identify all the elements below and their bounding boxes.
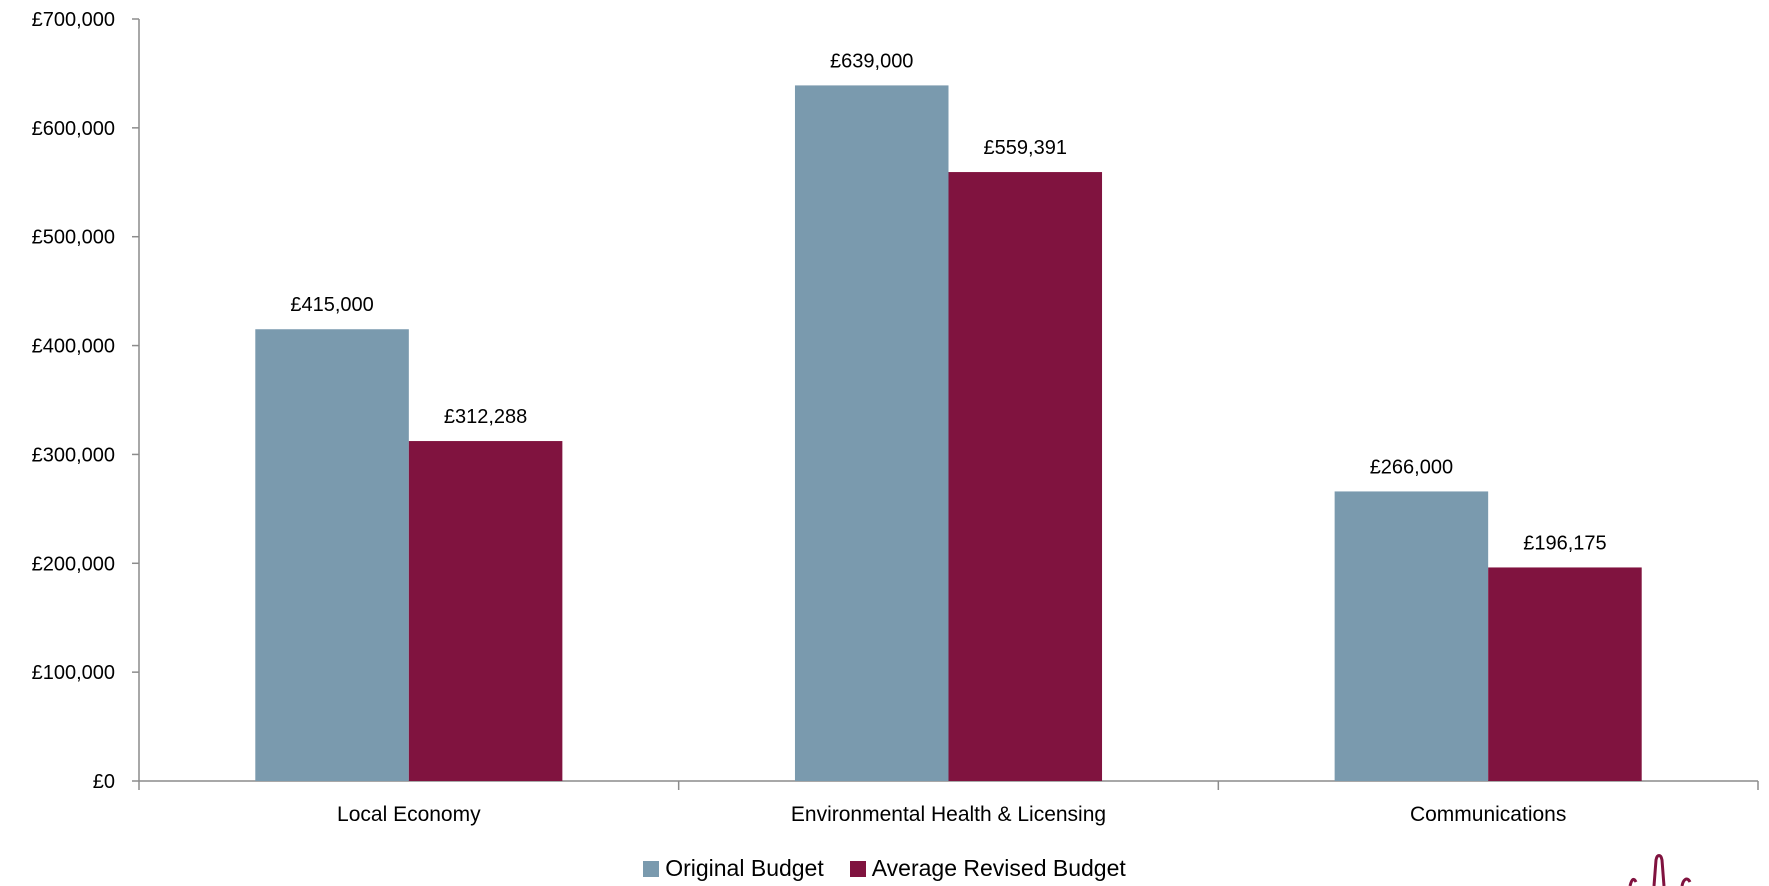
- y-tick-label: £0: [93, 771, 115, 793]
- legend-label-original-budget: Original Budget: [665, 855, 824, 881]
- x-tick-label: Environmental Health & Licensing: [791, 803, 1106, 826]
- data-label: £266,000: [1370, 456, 1453, 478]
- y-tick-label: £400,000: [32, 336, 115, 358]
- legend: Original Budget Average Revised Budget: [0, 855, 1769, 882]
- logo-icon: [1628, 854, 1692, 886]
- chart-bars: [255, 85, 1642, 782]
- data-label: £559,391: [984, 137, 1067, 159]
- x-tick-label: Communications: [1410, 803, 1566, 826]
- data-label: £639,000: [830, 50, 913, 72]
- bar: [794, 85, 949, 782]
- y-tick-label: £100,000: [32, 662, 115, 684]
- bar: [948, 172, 1103, 782]
- y-tick-label: £200,000: [32, 553, 115, 575]
- data-label: £415,000: [290, 294, 373, 316]
- data-label: £312,288: [444, 406, 527, 428]
- x-tick-label: Local Economy: [337, 803, 481, 826]
- y-tick-label: £600,000: [32, 118, 115, 140]
- y-tick-label: £300,000: [32, 444, 115, 466]
- bar: [1334, 491, 1489, 781]
- legend-item-average-revised-budget: Average Revised Budget: [849, 855, 1126, 882]
- legend-item-original-budget: Original Budget: [643, 855, 824, 882]
- legend-swatch-average-revised-budget: [849, 860, 866, 877]
- y-tick-label: £500,000: [32, 227, 115, 249]
- bar: [255, 329, 409, 781]
- legend-swatch-original-budget: [643, 860, 660, 877]
- y-tick-label: £700,000: [32, 9, 115, 31]
- bar: [1488, 567, 1642, 781]
- chart-labels: £415,000 £312,288 Local Economy £639,000 £55…: [290, 50, 1606, 826]
- legend-label-average-revised-budget: Average Revised Budget: [871, 855, 1126, 881]
- data-label: £196,175: [1523, 532, 1606, 554]
- bar: [408, 441, 563, 781]
